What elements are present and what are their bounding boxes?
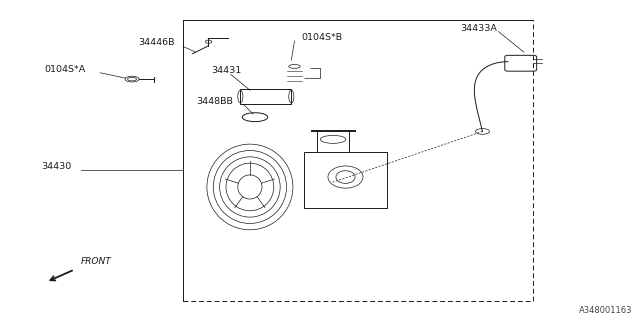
Text: 0104S*A: 0104S*A — [45, 65, 86, 74]
Text: 3448BB: 3448BB — [196, 97, 232, 106]
Bar — [241, 89, 291, 105]
Text: 0104S*B: 0104S*B — [301, 33, 342, 42]
Text: 34431: 34431 — [212, 66, 242, 76]
Text: FRONT: FRONT — [81, 257, 112, 266]
Bar — [304, 152, 387, 208]
Text: A348001163: A348001163 — [579, 307, 632, 316]
Text: 34433A: 34433A — [460, 24, 497, 33]
Text: 34446B: 34446B — [138, 38, 175, 47]
Text: 34430: 34430 — [41, 162, 71, 171]
